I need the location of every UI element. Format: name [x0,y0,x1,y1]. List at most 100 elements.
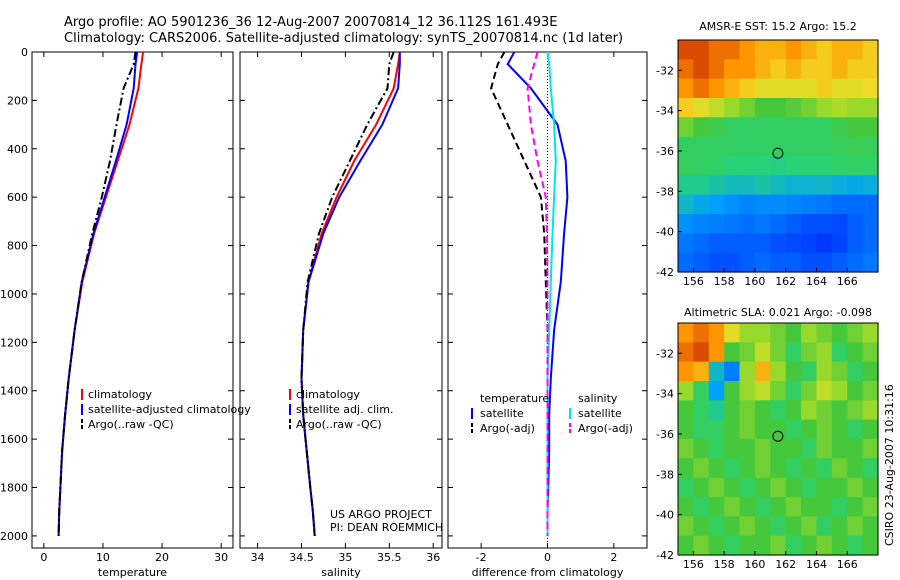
heatmap-cell [801,419,818,440]
heatmap-cell [724,381,741,401]
heatmap-cell [847,400,864,421]
heatmap-cell [801,516,818,537]
series-line-satellite-salinity [546,51,557,536]
heatmap-cell [724,78,741,99]
heatmap-cell [754,535,771,556]
heatmap-cell [754,194,771,215]
heatmap-cell [708,342,725,363]
y-tick-label: -42 [656,549,674,562]
heatmap-cell [754,78,771,99]
x-tick-label: 10 [96,551,110,564]
x-tick-label: 160 [744,275,765,288]
heatmap-cell [678,497,694,517]
y-tick-label: 200 [7,94,28,107]
heatmap-cell [831,477,848,498]
heatmap-cell [801,136,818,157]
heatmap-cell [847,156,864,176]
heatmap-cell [816,117,833,138]
series-line-climatology [57,51,145,536]
heatmap-cell [831,117,848,138]
heatmap-cell [831,516,848,537]
legend-label: satellite-adjusted climatology [88,403,251,416]
series-line-satellite-adjusted-climatology [57,51,139,536]
heatmap-cell [724,516,741,537]
heatmap-cell [847,233,864,254]
legend-label: Argo(-adj) [578,422,633,435]
heatmap-cell [678,323,694,343]
heatmap-cell [801,214,818,234]
heatmap-cell [739,477,756,498]
heatmap-cell [693,233,710,254]
heatmap-cell [831,156,848,176]
legend-label: climatology [88,388,152,401]
heatmap-cell [739,214,756,234]
heatmap-cell [724,535,741,556]
heatmap-cell [693,342,710,363]
heatmap-cell [724,439,741,459]
heatmap-cell [847,342,864,363]
y-tick-label: -38 [656,468,674,481]
heatmap-cell [678,419,694,440]
x-tick-label: 162 [775,558,796,571]
x-axis-label: salinity [321,566,361,579]
heatmap-cell [708,78,725,99]
heatmap-cell [831,175,848,196]
heatmap-cell [724,252,741,273]
heatmap-cell [708,40,725,60]
heatmap-cell [693,214,710,234]
heatmap-cell [847,214,864,234]
heatmap-cell [739,400,756,421]
heatmap-cell [693,477,710,498]
y-tick-label: 2000 [0,530,28,543]
heatmap-cell [862,497,879,517]
heatmap-cell [678,156,694,176]
heatmap-cell [847,516,864,537]
heatmap-cell [724,323,741,343]
series-line-satellite-temperature [506,51,569,536]
heatmap-cell [708,214,725,234]
heatmap-cell [831,497,848,517]
heatmap-cell [816,175,833,196]
y-tick-label: -40 [656,509,674,522]
heatmap-cell [770,117,787,138]
heatmap-cell [862,156,879,176]
y-tick-label: 1000 [0,288,28,301]
y-tick-label: -32 [656,347,674,360]
heatmap-cell [785,516,802,537]
side-timestamp: CSIRO 23-Aug-2007 10:31:16 [883,384,896,546]
x-tick-label: 156 [683,275,704,288]
heatmap-cell [678,175,694,196]
x-tick-label: 35.5 [377,551,402,564]
heatmap-cell [847,439,864,459]
heatmap-cell [847,78,864,99]
heatmap-cell [739,78,756,99]
legend-label: climatology [296,388,360,401]
heatmap-cell [831,194,848,215]
heatmap-cell [816,535,833,556]
heatmap-cell [785,233,802,254]
x-tick-label: 0 [40,551,47,564]
heatmap-cell [724,175,741,196]
heatmap-cell [847,361,864,382]
heatmap-cell [754,400,771,421]
heatmap-cell [847,419,864,440]
map-title: AMSR-E SST: 15.2 Argo: 15.2 [699,20,857,33]
heatmap-cell [739,535,756,556]
heatmap-cell [693,361,710,382]
heatmap-cell [739,497,756,517]
heatmap-cell [724,342,741,363]
x-tick-label: 158 [714,275,735,288]
heatmap-cell [816,458,833,479]
heatmap-cell [693,535,710,556]
legend-label: Argo(..raw -QC) [88,418,174,431]
heatmap-cell [754,156,771,176]
heatmap-cell [862,400,879,421]
heatmap-cell [847,497,864,517]
x-tick-label: 164 [806,275,827,288]
argo-location-marker [772,430,784,442]
heatmap-cell [862,98,879,118]
heatmap-cell [816,361,833,382]
heatmap-cell [708,98,725,118]
heatmap-cell [708,175,725,196]
heatmap-cell [724,419,741,440]
